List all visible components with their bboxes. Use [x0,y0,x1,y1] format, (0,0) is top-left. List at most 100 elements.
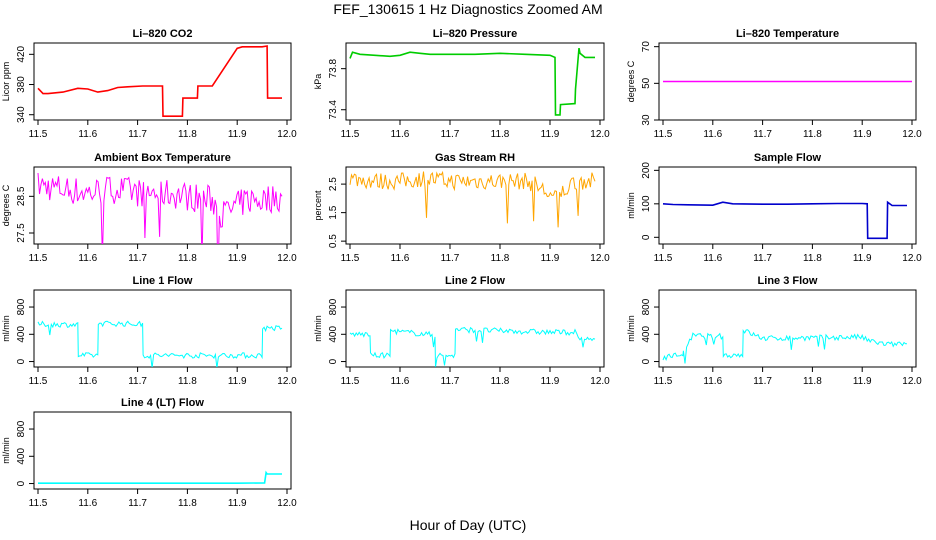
x-tick-label: 11.9 [228,498,247,509]
panel-9: Line 3 Flow ml/min 11.5 11.6 11.7 11.8 11.9 12.… [626,275,922,387]
y-tick-label: 340 [16,106,27,123]
panel-1: Li–820 CO2 Licor ppm 11.5 11.6 11.7 11.8 11.9 1… [1,28,297,140]
x-tick-label: 11.8 [491,253,510,264]
y-tick-label: 0 [328,358,339,364]
x-tick-label: 11.7 [128,376,147,387]
panel-title: Li–820 Pressure [433,28,517,40]
y-tick-label: 0.5 [328,234,339,248]
data-series-1 [662,328,907,364]
x-tick-label: 11.5 [29,376,48,387]
y-tick-label: 1.5 [328,205,339,219]
y-tick-label: 800 [16,298,27,315]
x-tick-label: 11.7 [441,253,460,264]
x-tick-label: 11.7 [441,129,460,140]
y-tick-label: 400 [16,448,27,465]
x-tick-label: 11.9 [853,376,872,387]
panel-title: Li–820 CO2 [133,28,193,40]
y-axis-label: Licor ppm [1,62,11,102]
y-tick-label: 30 [641,114,652,126]
x-tick-label: 12.0 [590,253,610,264]
x-tick-label: 11.9 [541,376,560,387]
figure-title: FEF_130615 1 Hz Diagnostics Zoomed AM [333,1,603,17]
x-tick-label: 11.6 [78,376,97,387]
x-tick-label: 11.8 [803,376,822,387]
x-tick-label: 11.7 [128,498,147,509]
x-tick-label: 11.5 [341,376,360,387]
x-tick-label: 11.9 [228,253,247,264]
plot-frame [658,42,917,121]
x-tick-label: 11.9 [853,129,872,140]
y-tick-label: 400 [16,326,27,343]
y-axis-label: percent [313,190,323,221]
y-tick-label: 0 [641,358,652,364]
panel-title: Sample Flow [754,152,822,164]
panel-title: Li–820 Temperature [736,28,839,40]
plot-frame [345,289,605,368]
x-tick-label: 11.6 [78,253,97,264]
x-tick-label: 11.5 [29,253,48,264]
x-tick-label: 11.6 [78,498,97,509]
y-axis-label: ml/min [626,192,636,219]
x-tick-label: 11.8 [491,129,510,140]
x-tick-label: 11.5 [29,129,48,140]
x-tick-label: 11.5 [341,253,360,264]
x-tick-label: 12.0 [277,376,297,387]
y-tick-label: 200 [641,162,652,179]
panel-title: Line 1 Flow [133,275,193,287]
y-axis-label: degrees C [1,184,11,226]
x-tick-label: 11.7 [753,376,772,387]
x-tick-label: 11.9 [228,129,247,140]
data-series-1 [349,47,595,116]
panel-title: Line 2 Flow [445,275,505,287]
panel-title: Line 4 (LT) Flow [121,397,204,409]
panel-6: Sample Flow ml/min 11.5 11.6 11.7 11.8 11.9 12.… [626,152,922,264]
data-series-1 [662,200,907,240]
x-tick-label: 11.9 [541,129,560,140]
x-tick-label: 11.8 [178,253,197,264]
plot-frame [345,166,605,245]
x-tick-label: 12.0 [277,498,297,509]
y-tick-label: 800 [328,298,339,315]
plot-frame [33,166,292,245]
panel-5: Gas Stream RH percent 11.5 11.6 11.7 11.8 11.9… [313,152,610,264]
plot-frame [658,289,917,368]
panel-3: Li–820 Temperature degrees C 11.5 11.6 11.7 1… [626,28,922,140]
y-axis-label: degrees C [626,60,636,102]
x-tick-label: 12.0 [902,129,922,140]
x-tick-label: 11.8 [178,498,197,509]
x-tick-label: 12.0 [902,376,922,387]
data-series-1 [37,45,282,117]
x-tick-label: 11.7 [753,253,772,264]
y-axis-label: ml/min [1,437,11,464]
x-tick-label: 11.5 [29,498,48,509]
panel-2: Li–820 Pressure kPa 11.5 11.6 11.7 11.8 11.9 12… [313,28,610,140]
plot-frame [33,289,292,368]
y-tick-label: 380 [16,76,27,93]
x-tick-label: 12.0 [902,253,922,264]
plot-frame [345,42,605,121]
x-tick-label: 12.0 [590,376,610,387]
y-tick-label: 100 [641,195,652,212]
data-series-1 [37,172,283,244]
y-tick-label: 2.5 [328,177,339,191]
y-tick-label: 50 [641,77,652,89]
panel-4: Ambient Box Temperature degrees C 11.5 11.6… [1,152,297,264]
x-tick-label: 12.0 [277,253,297,264]
plot-frame [33,411,292,490]
x-tick-label: 11.6 [703,376,722,387]
x-tick-label: 11.5 [654,376,673,387]
data-series-1 [37,320,283,367]
y-tick-label: 73.4 [328,100,339,120]
data-series-1 [349,326,596,367]
plot-frame [33,42,292,121]
x-tick-label: 11.5 [341,129,360,140]
x-tick-label: 11.6 [703,129,722,140]
y-tick-label: 0 [641,234,652,240]
y-tick-label: 0 [16,480,27,486]
x-tick-label: 11.7 [753,129,772,140]
x-tick-label: 11.6 [391,253,410,264]
panel-8: Line 2 Flow ml/min 11.5 11.6 11.7 11.8 11.9 12.… [313,275,610,387]
x-tick-label: 12.0 [590,129,610,140]
y-axis-label: ml/min [313,315,323,342]
x-tick-label: 11.8 [178,376,197,387]
